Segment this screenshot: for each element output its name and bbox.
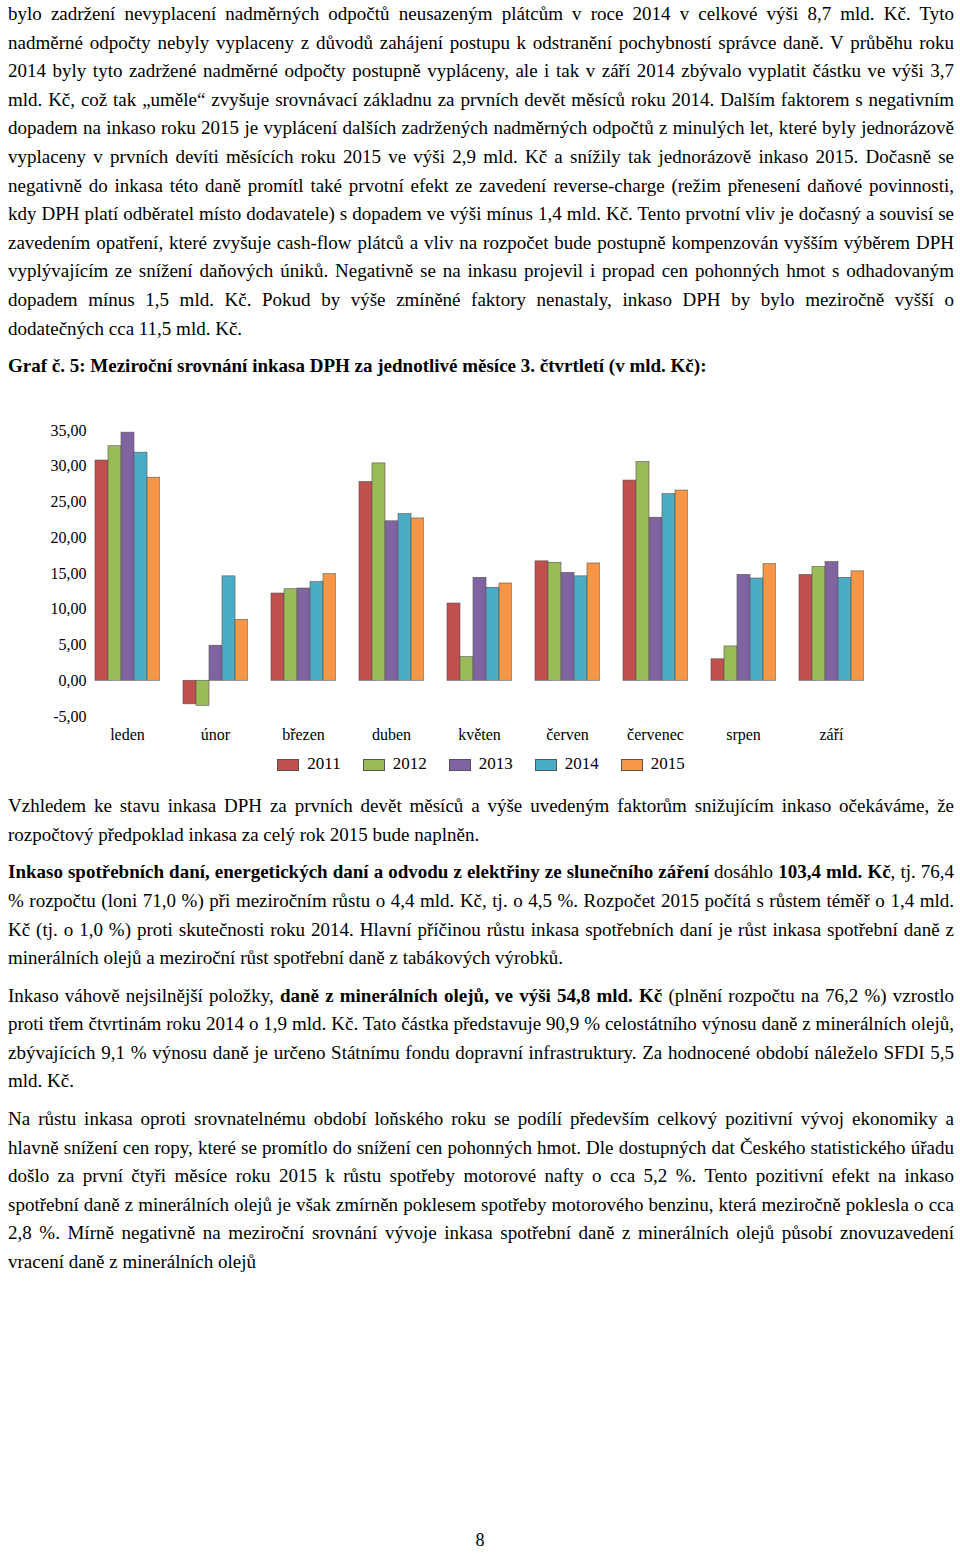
svg-text:5,00: 5,00 <box>59 636 87 653</box>
html-text:Inkaso váhově nejsilnější polo: Inkaso váhově nejsilnější položky, daně … <box>8 984 954 1092</box>
svg-text:25,00: 25,00 <box>51 493 87 510</box>
svg-text:-5,00: -5,00 <box>53 708 86 725</box>
html-text:Na růstu inkasa oproti srovnat: Na růstu inkasa oproti srovnatelnému obd… <box>8 1108 954 1272</box>
html-text:2013: 2013 <box>478 754 513 774</box>
svg-text:leden: leden <box>110 726 145 743</box>
svg-text:15,00: 15,00 <box>51 565 87 582</box>
svg-text:30,00: 30,00 <box>51 457 87 474</box>
html-text:2014: 2014 <box>564 754 599 774</box>
svg-text:35,00: 35,00 <box>51 422 87 439</box>
svg-text:10,00: 10,00 <box>51 600 87 617</box>
html-text:Vzhledem ke stavu inkasa DPH z: Vzhledem ke stavu inkasa DPH za prvních … <box>8 795 954 845</box>
svg-text:září: září <box>820 726 845 743</box>
svg-text:0,00: 0,00 <box>59 672 87 689</box>
svg-text:červenec: červenec <box>627 726 684 743</box>
html-text:2015: 2015 <box>650 754 685 774</box>
html-text:2012: 2012 <box>392 754 427 774</box>
svg-text:duben: duben <box>372 726 411 743</box>
html-text:Inkaso spotřebních daní, energ: Inkaso spotřebních daní, energetických d… <box>8 861 954 969</box>
svg-text:březen: březen <box>282 726 325 743</box>
svg-text:červen: červen <box>546 726 589 743</box>
svg-text:srpen: srpen <box>726 726 761 744</box>
html-text:8: 8 <box>475 1530 485 1550</box>
html-text:bylo zadržení nevyplacení nadm: bylo zadržení nevyplacení nadměrných odp… <box>8 3 954 339</box>
svg-text:únor: únor <box>201 726 231 743</box>
html-text:2011: 2011 <box>307 754 341 774</box>
svg-text:květen: květen <box>458 726 501 743</box>
svg-text:20,00: 20,00 <box>51 529 87 546</box>
html-text:Graf č. 5: Meziroční srovnání: Graf č. 5: Meziroční srovnání inkasa DPH… <box>8 355 707 377</box>
